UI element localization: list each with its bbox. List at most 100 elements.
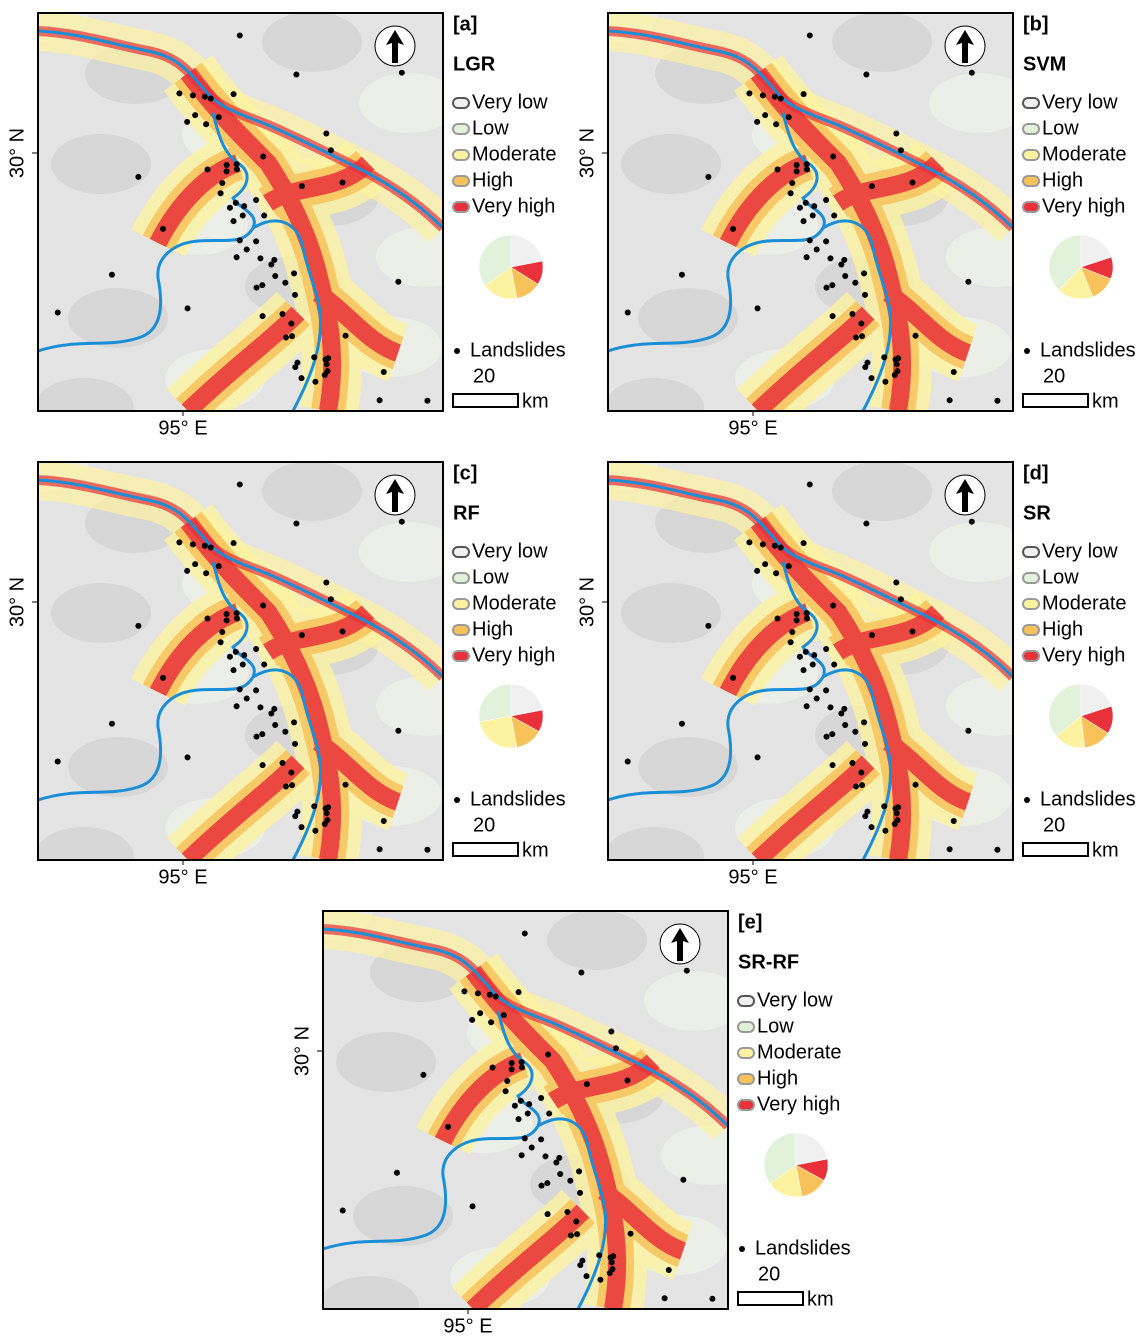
landslide-point bbox=[519, 1064, 525, 1070]
landslide-point bbox=[323, 131, 329, 137]
landslide-point bbox=[609, 1259, 615, 1265]
landslide-point bbox=[289, 782, 295, 788]
landslide-point bbox=[475, 990, 481, 996]
scale-unit: km bbox=[522, 390, 549, 412]
map-panel: 30° N95° E[b]SVMVery lowLowModerateHighV… bbox=[558, 0, 1136, 439]
legend-swatch bbox=[453, 573, 469, 583]
landslide-point bbox=[858, 770, 864, 776]
landslide-point bbox=[994, 847, 1000, 853]
landslide-point bbox=[849, 311, 855, 317]
landslide-point bbox=[233, 200, 239, 206]
landslide-point bbox=[803, 649, 809, 655]
scale-bar bbox=[738, 1292, 803, 1305]
legend-swatch bbox=[453, 202, 469, 212]
landslide-point bbox=[176, 539, 182, 545]
landslide-point bbox=[135, 623, 141, 629]
landslide-point bbox=[662, 1295, 668, 1301]
landslide-point bbox=[224, 168, 230, 174]
landslide-point bbox=[208, 95, 214, 101]
landslide-point bbox=[947, 846, 953, 852]
landslide-point bbox=[861, 719, 867, 725]
landslide-point bbox=[898, 596, 904, 602]
legend-label: High bbox=[1042, 618, 1083, 640]
landslide-point bbox=[518, 1098, 524, 1104]
landslide-point bbox=[259, 282, 265, 288]
legend-label: Landslides bbox=[1040, 339, 1136, 361]
landslide-point bbox=[862, 741, 868, 747]
hillshade bbox=[262, 12, 362, 72]
legend-swatch bbox=[1023, 150, 1039, 160]
landslide-point bbox=[794, 611, 800, 617]
legend-swatch bbox=[453, 98, 469, 108]
hillshade bbox=[832, 461, 932, 521]
landslide-point bbox=[234, 161, 240, 167]
landslide-point bbox=[823, 238, 829, 244]
landslide-point bbox=[778, 95, 784, 101]
landslide-legend-dot bbox=[454, 797, 460, 803]
legend-label: Very high bbox=[472, 195, 555, 217]
landslide-point bbox=[859, 782, 865, 788]
landslide-point bbox=[185, 305, 191, 311]
landslide-point bbox=[340, 1208, 346, 1214]
landslide-point bbox=[538, 1095, 544, 1101]
landslide-point bbox=[312, 828, 318, 834]
map-panel: 30° N95° E[c]RFVery lowLowModerateHighVe… bbox=[0, 432, 566, 888]
landslide-point bbox=[862, 364, 868, 370]
landslide-point bbox=[869, 824, 875, 830]
axis-label-lat: 30° N bbox=[576, 128, 598, 178]
landslide-legend-dot bbox=[739, 1246, 745, 1252]
legend-label: High bbox=[472, 169, 513, 191]
landslide-point bbox=[746, 539, 752, 545]
landslide-point bbox=[299, 375, 305, 381]
landslide-point bbox=[830, 762, 836, 768]
landslide-point bbox=[328, 147, 334, 153]
landslide-point bbox=[509, 1060, 515, 1066]
axis-label-lat: 30° N bbox=[6, 128, 28, 178]
landslide-point bbox=[109, 272, 115, 278]
landslide-point bbox=[909, 628, 915, 634]
landslide-point bbox=[789, 180, 795, 186]
hillshade bbox=[34, 827, 134, 887]
landslide-point bbox=[786, 563, 792, 569]
landslide-point bbox=[253, 238, 259, 244]
landslide-point bbox=[859, 333, 865, 339]
landslide-point bbox=[257, 255, 263, 261]
landslide-point bbox=[324, 361, 330, 367]
landslide-point bbox=[202, 543, 208, 549]
landslide-point bbox=[893, 580, 899, 586]
legend-label: High bbox=[757, 1067, 798, 1089]
landslide-point bbox=[299, 632, 305, 638]
model-name: RF bbox=[453, 502, 480, 524]
legend-label: Landslides bbox=[1040, 788, 1136, 810]
landslide-point bbox=[852, 729, 858, 735]
landslide-point bbox=[234, 703, 240, 709]
landslide-point bbox=[869, 183, 875, 189]
landslide-point bbox=[684, 968, 690, 974]
landslide-point bbox=[487, 992, 493, 998]
landslide-point bbox=[801, 667, 807, 673]
axis-label-lon: 95° E bbox=[728, 866, 777, 888]
landslide-point bbox=[824, 734, 830, 740]
landslide-point bbox=[913, 333, 919, 339]
landslide-point bbox=[203, 121, 209, 127]
landslide-point bbox=[202, 94, 208, 100]
landslide-point bbox=[913, 782, 919, 788]
landslide-point bbox=[760, 92, 766, 98]
landslide-point bbox=[501, 1012, 507, 1018]
landslide-point bbox=[493, 993, 499, 999]
landslide-point bbox=[849, 760, 855, 766]
landslide-point bbox=[516, 1116, 522, 1122]
legend-label: Very low bbox=[1042, 91, 1118, 113]
landslide-point bbox=[377, 397, 383, 403]
legend-label: Low bbox=[757, 1015, 794, 1037]
hillshade bbox=[547, 910, 647, 970]
legend-label: Low bbox=[472, 117, 509, 139]
panel-label: [d] bbox=[1023, 462, 1049, 484]
landslide-point bbox=[861, 270, 867, 276]
landslide-point bbox=[395, 279, 401, 285]
landslide-point bbox=[869, 632, 875, 638]
landslide-point bbox=[205, 616, 211, 622]
landslide-point bbox=[804, 615, 810, 621]
